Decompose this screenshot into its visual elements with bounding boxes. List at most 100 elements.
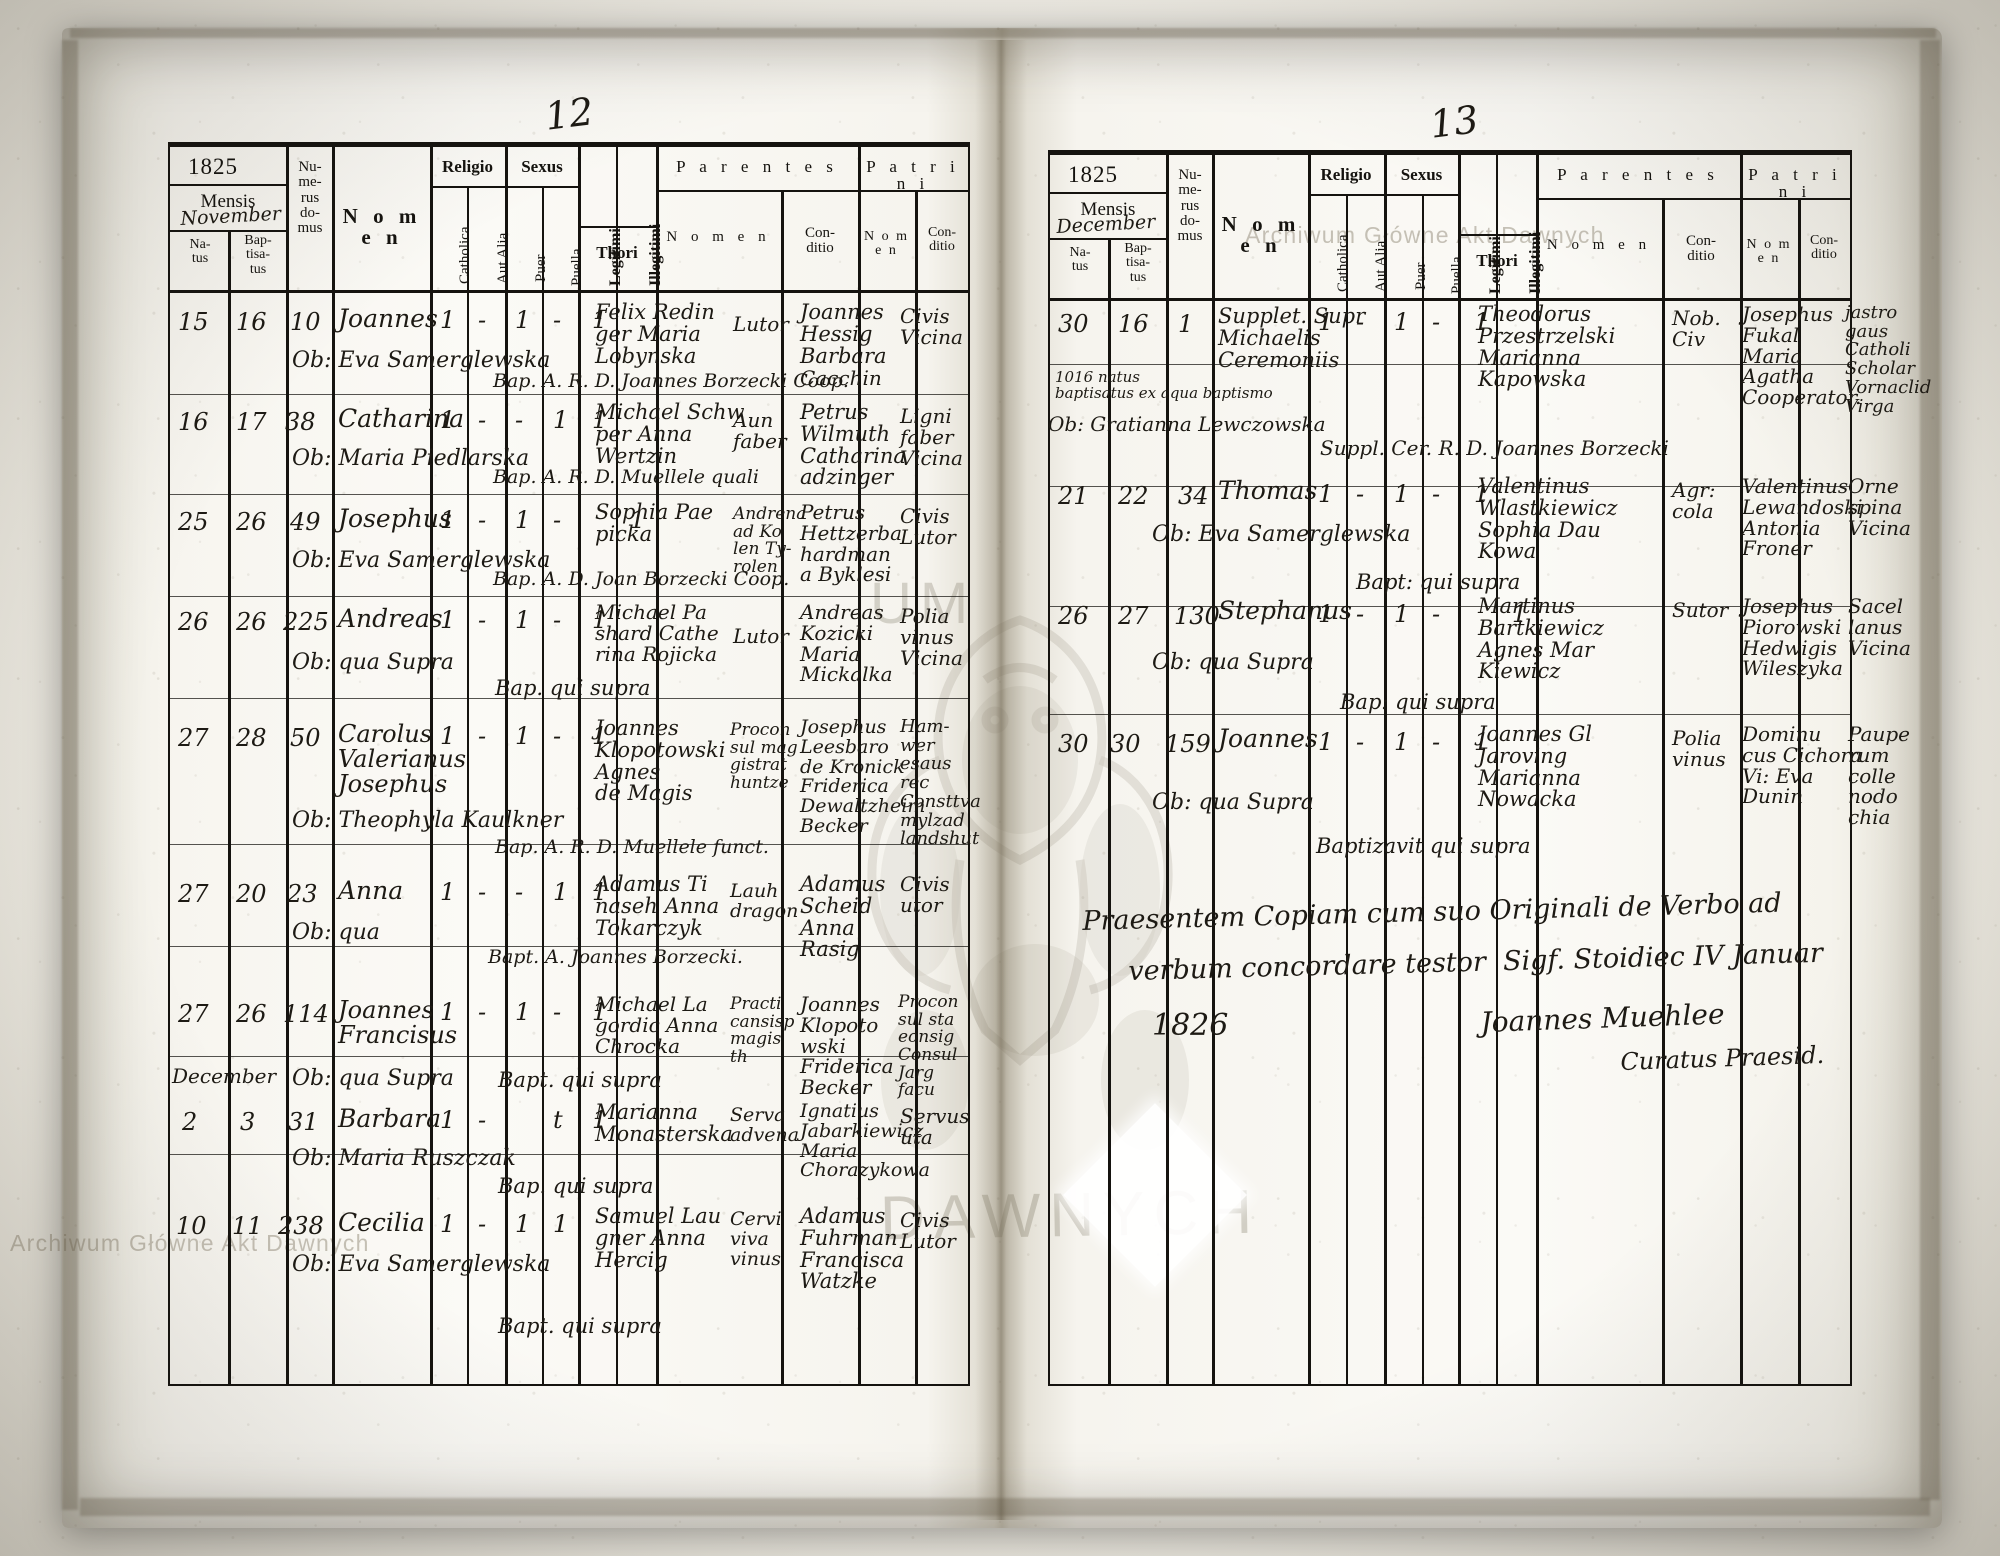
left-mensis-value: November xyxy=(179,202,282,230)
right-col-rule-3 xyxy=(1212,152,1215,1384)
left-mensis-label: Mensis xyxy=(200,191,256,212)
row-aut-alia: - xyxy=(478,1210,487,1238)
left-col-rule-13 xyxy=(915,190,918,1384)
left-col-rule-2 xyxy=(286,144,289,1384)
row-catholica: 1 xyxy=(440,306,456,334)
right-col-rule-9 xyxy=(1496,152,1498,1384)
row-puer: 1 xyxy=(515,506,531,534)
row-legitimi: 1 xyxy=(1474,308,1490,336)
right-header-patrini-nomen: N o m e n xyxy=(1746,237,1792,267)
row-baptisatus: 26 xyxy=(236,608,267,636)
right-header-parentes-nomen: N o m e n xyxy=(1546,237,1652,253)
row-parentes-nomen-extra: Bap. qui supra xyxy=(498,1174,654,1198)
certification-signature-1: Joannes Muehlee xyxy=(1479,997,1726,1039)
row-nomen-obstetrix: Ob: Eva Samerglewska xyxy=(292,1252,551,1277)
row-puer: 1 xyxy=(515,606,531,634)
row-natus: 30 xyxy=(1058,730,1089,758)
row-parentes-nomen: Sophia Pae picka xyxy=(595,500,714,546)
left-year-label: 1825 xyxy=(188,154,238,179)
row-baptisatus: 28 xyxy=(236,724,267,752)
row-domus: 10 xyxy=(290,308,321,336)
left-col-rule-3 xyxy=(332,144,335,1384)
right-header-rule-parentes xyxy=(1536,198,1740,200)
row-patrini-conditio: Ham- wer esaus rec Consttva mylzad lands… xyxy=(900,716,981,850)
row-nomen-obstetrix: Ob: qua Supra xyxy=(292,1066,454,1091)
row-puella: - xyxy=(553,722,562,750)
row-legitimi: 1 xyxy=(592,998,608,1026)
right-col-rule-13 xyxy=(1798,198,1801,1384)
row-puella: - xyxy=(1432,480,1441,508)
row-patrini-conditio: jastro gaus Catholi Scholar Vornaclid Vi… xyxy=(1845,302,1932,417)
row-illegitimi: 1 xyxy=(1512,600,1528,628)
right-col-rule-6 xyxy=(1384,152,1387,1384)
right-header-aut-alia: Aut Alia xyxy=(1373,240,1389,292)
row-parentes-conditio: Lauh dragon xyxy=(730,880,799,922)
row-natus: 27 xyxy=(178,724,209,752)
left-header-aut-alia: Aut Alia xyxy=(495,232,511,284)
row-puer: 1 xyxy=(515,722,531,750)
row-nomen: Supplet. Supr Michaelis Ceremoniis xyxy=(1218,304,1366,372)
row-baptizavit: Baptizavit qui supra xyxy=(1316,834,1531,858)
row-parentes-nomen-extra: Bap. A. D. Joan Borzecki Coop. xyxy=(493,568,790,590)
row-natus: 10 xyxy=(176,1212,207,1240)
row-puer: 1 xyxy=(1394,308,1410,336)
right-col-rule-10 xyxy=(1536,152,1539,1384)
row-patrini-conditio: Civis Lutor xyxy=(900,1208,956,1253)
row-domus: 238 xyxy=(278,1212,324,1240)
left-header-puer: Puer xyxy=(533,254,549,283)
right-col-rule-4 xyxy=(1308,152,1311,1384)
row-patrini-nomen: Joannes Klopoto wski Friderica Becker xyxy=(800,992,894,1100)
row-catholica: 1 xyxy=(440,878,456,906)
right-row-sep-3 xyxy=(1050,606,1850,608)
row-puella: - xyxy=(1432,308,1441,336)
row-aut-alia: - xyxy=(478,406,487,434)
row-aut-alia: - xyxy=(1356,480,1365,508)
right-col-rule-2 xyxy=(1166,152,1169,1384)
row-parentes-conditio: Serva advena xyxy=(730,1104,800,1146)
right-header-puer: Puer xyxy=(1413,262,1429,291)
right-header-rule-year xyxy=(1050,192,1166,194)
right-mensis-value: December xyxy=(1055,210,1156,238)
row-puer: 1 xyxy=(1394,600,1410,628)
row-puer: 1 xyxy=(1394,728,1410,756)
row-patrini-conditio: Polia vinus Vicina xyxy=(900,604,963,670)
right-header-parentes: P a r e n t e s xyxy=(1557,165,1719,184)
row-puella: 1 xyxy=(553,1210,569,1238)
row-parentes-nomen: Martinus Bartkiewicz Agnes Mar Kiewicz xyxy=(1478,594,1604,684)
left-header-patrini: P a t r i n i xyxy=(866,157,960,194)
row-domus: 114 xyxy=(283,1000,329,1028)
row-patrini-nomen: Valentinus Lewandoski Antonia Froner xyxy=(1742,474,1863,561)
row-aut-alia: - xyxy=(478,998,487,1026)
row-legitimi: 1 xyxy=(592,606,608,634)
right-header-natus: Na- tus xyxy=(1069,245,1091,275)
row-natus: 26 xyxy=(1058,602,1089,630)
row-patrini-conditio: Servus uta xyxy=(900,1104,970,1149)
row-parentes-conditio: Lutor xyxy=(733,312,789,336)
row-nomen: Stephanus xyxy=(1218,596,1353,625)
row-parentes-nomen: Michael La gordic Anna Chrocka xyxy=(595,992,719,1058)
row-puer: t xyxy=(553,1106,563,1134)
row-baptisatus: 26 xyxy=(236,1000,267,1028)
left-col-rule-12 xyxy=(858,144,861,1384)
row-puer: - xyxy=(515,878,524,906)
row-parentes-nomen: Adamus Ti naseh Anna Tokarczyk xyxy=(595,872,720,940)
row-nomen: Catharina xyxy=(338,404,465,433)
row-aut-alia: - xyxy=(478,606,487,634)
row-patrini-nomen: Dominu cus Cichora Vi: Eva Dunin xyxy=(1742,722,1863,809)
row-nomen-obstetrix: Ob: Eva Samerglewska xyxy=(292,348,551,373)
row-puella: - xyxy=(553,506,562,534)
row-catholica: 1 xyxy=(440,998,456,1026)
left-col-rule-8 xyxy=(578,144,581,1384)
row-parentes-nomen: Felix Redin ger Maria Lobynska xyxy=(595,300,715,368)
right-header-rule-patrini xyxy=(1740,198,1850,200)
row-parentes-conditio: Cervi viva vinus xyxy=(730,1208,782,1270)
right-col-rule-11 xyxy=(1662,198,1665,1384)
row-domus: 1 xyxy=(1178,310,1194,338)
row-parentes-nomen-extra: Bap. A. R. D. Muellele quali xyxy=(493,466,759,488)
left-header-rule-patrini xyxy=(858,190,968,192)
row-catholica: 1 xyxy=(440,606,456,634)
row-patrini-nomen: Petrus Wilmuth Catharina adzinger xyxy=(800,400,906,490)
row-nomen: Joannes Francisus xyxy=(338,996,458,1049)
right-header-nomen: N o m e n xyxy=(1221,212,1301,258)
